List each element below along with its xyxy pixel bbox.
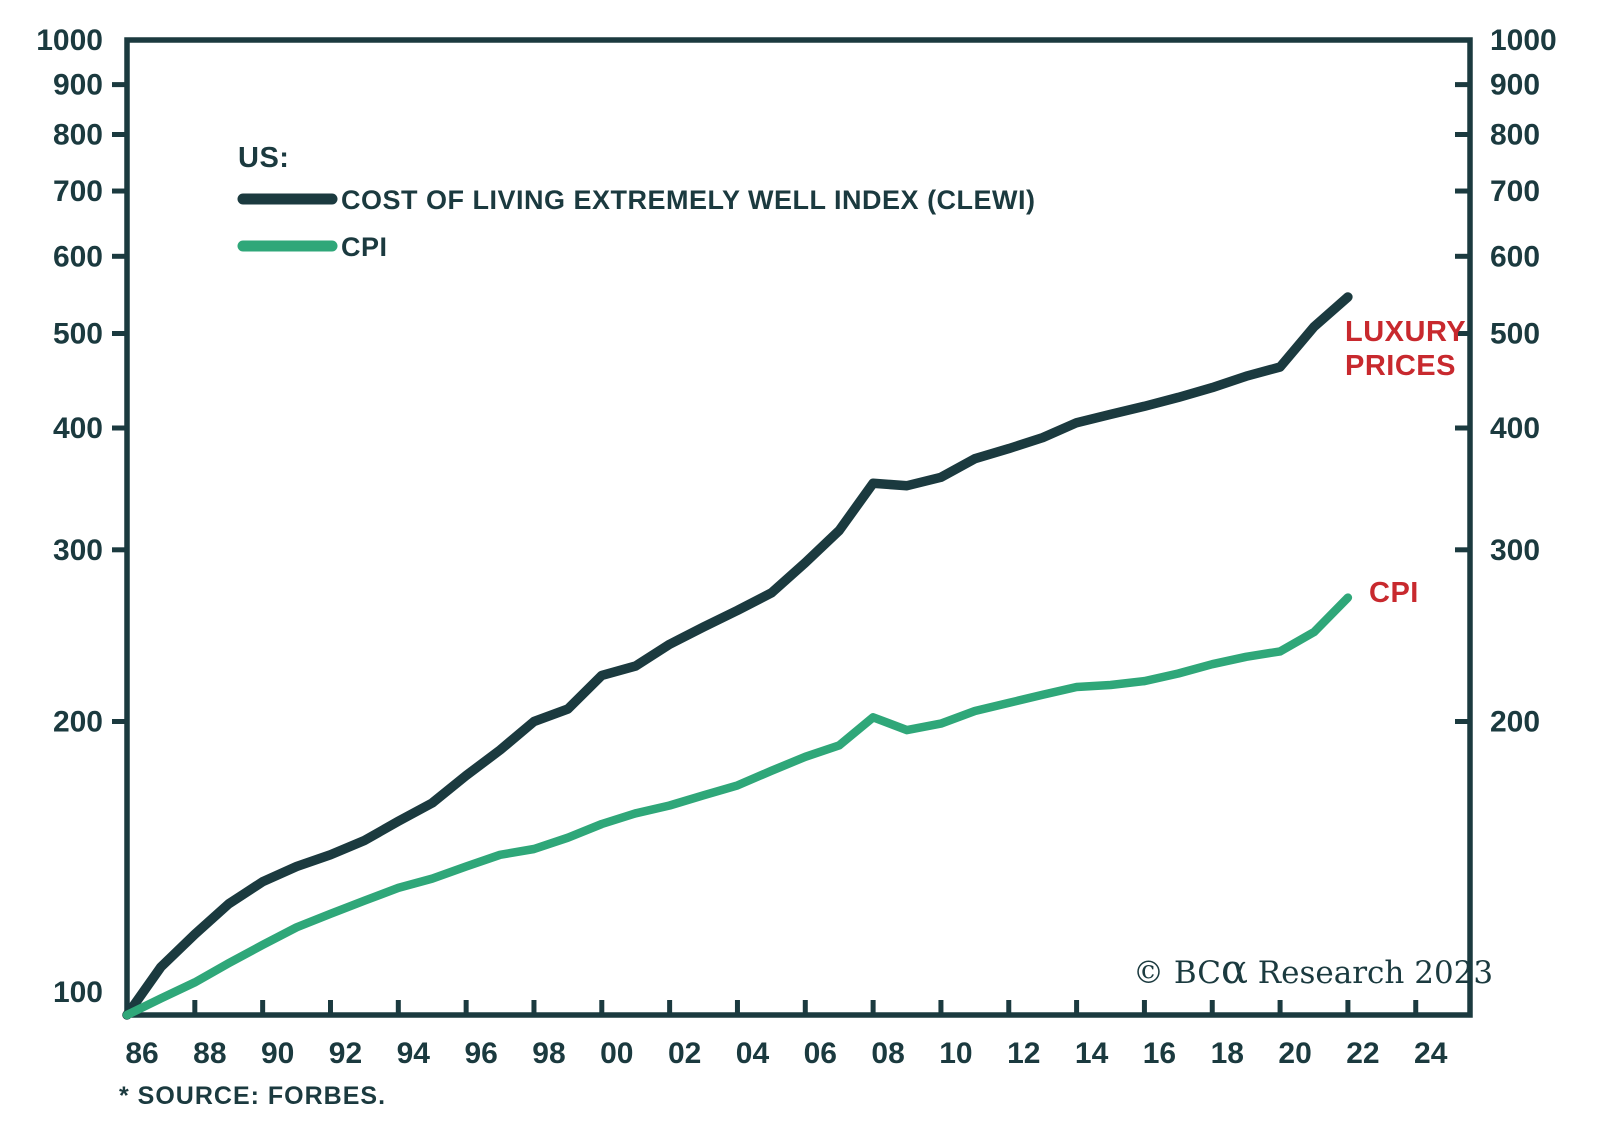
y-label-right-500: 500 bbox=[1490, 318, 1540, 351]
y-label-left-900: 900 bbox=[53, 69, 103, 102]
y-label-left-400: 400 bbox=[53, 412, 103, 445]
plot-frame bbox=[124, 37, 1473, 1018]
y-label-right-600: 600 bbox=[1490, 240, 1540, 273]
clewi-line bbox=[122, 292, 1353, 1020]
y-label-right-1000: 1000 bbox=[1490, 24, 1557, 57]
y-label-right-300: 300 bbox=[1490, 534, 1540, 567]
x-label-88: 88 bbox=[193, 1037, 226, 1070]
legend-region-label: US: bbox=[238, 142, 289, 174]
y-label-right-200: 200 bbox=[1490, 705, 1540, 738]
y-label-right-900: 900 bbox=[1490, 69, 1540, 102]
left-axis-labels: 1000 900 800 700 600 500 400 300 200 100 bbox=[36, 24, 103, 1009]
line-annotations: LUXURY PRICES CPI bbox=[1345, 316, 1466, 609]
x-label-00: 00 bbox=[600, 1037, 633, 1070]
x-label-06: 06 bbox=[804, 1037, 837, 1070]
cpi-legend-label: CPI bbox=[341, 232, 388, 262]
x-label-04: 04 bbox=[736, 1037, 770, 1070]
x-axis-ticks bbox=[192, 1000, 1419, 1014]
x-label-10: 10 bbox=[939, 1037, 972, 1070]
clewi-legend-label: COST OF LIVING EXTREMELY WELL INDEX (CLE… bbox=[341, 185, 1036, 215]
y-label-left-800: 800 bbox=[53, 118, 103, 151]
right-axis-ticks bbox=[1455, 82, 1471, 724]
x-label-86: 86 bbox=[125, 1037, 158, 1070]
cpi-line bbox=[122, 593, 1353, 1020]
x-label-20: 20 bbox=[1278, 1037, 1311, 1070]
cpi-line-label: CPI bbox=[1369, 577, 1419, 609]
y-label-left-500: 500 bbox=[53, 318, 103, 351]
x-label-98: 98 bbox=[532, 1037, 565, 1070]
left-axis-ticks bbox=[112, 82, 128, 724]
x-label-18: 18 bbox=[1211, 1037, 1244, 1070]
y-label-left-700: 700 bbox=[53, 175, 103, 208]
y-label-right-400: 400 bbox=[1490, 412, 1540, 445]
bca-research-copyright: © BCα Research 2023 bbox=[1133, 947, 1493, 993]
x-label-16: 16 bbox=[1143, 1037, 1176, 1070]
x-label-94: 94 bbox=[397, 1037, 431, 1070]
x-label-22: 22 bbox=[1346, 1037, 1379, 1070]
y-label-right-700: 700 bbox=[1490, 175, 1540, 208]
x-label-14: 14 bbox=[1075, 1037, 1109, 1070]
copyright-suffix: Research 2023 bbox=[1248, 955, 1493, 991]
y-label-left-300: 300 bbox=[53, 534, 103, 567]
y-label-left-600: 600 bbox=[53, 240, 103, 273]
luxury-prices-label-line2: PRICES bbox=[1345, 350, 1456, 382]
right-axis-labels: 1000 900 800 700 600 500 400 300 200 bbox=[1490, 24, 1557, 738]
series-lines bbox=[122, 292, 1353, 1020]
y-label-left-200: 200 bbox=[53, 705, 103, 738]
y-label-left-1000: 1000 bbox=[36, 24, 103, 57]
bca-alpha-glyph: α bbox=[1221, 947, 1248, 993]
x-label-02: 02 bbox=[668, 1037, 701, 1070]
x-label-92: 92 bbox=[329, 1037, 362, 1070]
legend: US: COST OF LIVING EXTREMELY WELL INDEX … bbox=[237, 142, 1036, 262]
x-axis-labels: 86 88 90 92 94 96 98 00 02 04 06 08 10 12 14 16 18 20 22 24 bbox=[125, 1037, 1447, 1070]
y-label-left-100: 100 bbox=[53, 976, 103, 1009]
x-label-24: 24 bbox=[1414, 1037, 1448, 1070]
x-label-12: 12 bbox=[1007, 1037, 1040, 1070]
copyright-prefix: © BC bbox=[1133, 955, 1221, 991]
y-label-right-800: 800 bbox=[1490, 118, 1540, 151]
x-label-90: 90 bbox=[261, 1037, 294, 1070]
x-label-96: 96 bbox=[464, 1037, 497, 1070]
x-label-08: 08 bbox=[871, 1037, 904, 1070]
source-note: * SOURCE: FORBES. bbox=[119, 1082, 386, 1110]
luxury-prices-label-line1: LUXURY bbox=[1345, 316, 1466, 348]
